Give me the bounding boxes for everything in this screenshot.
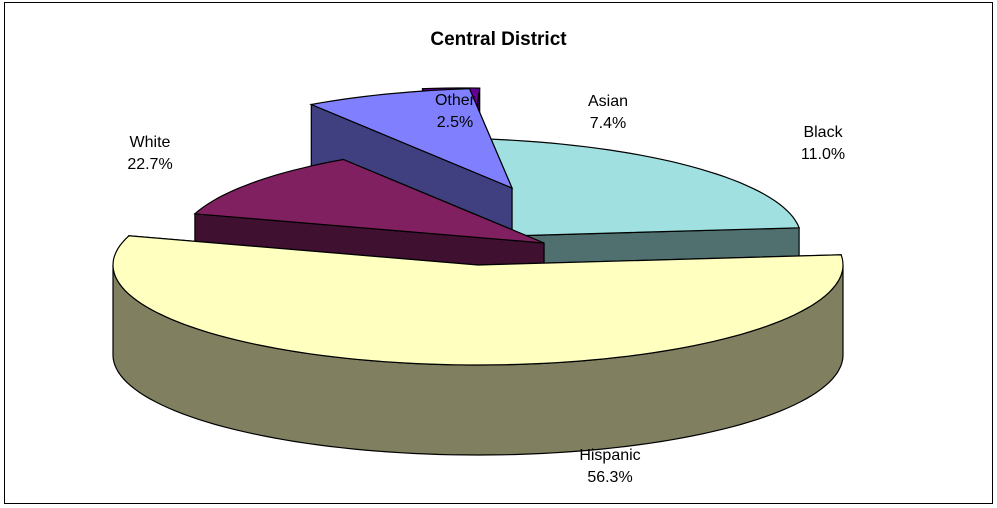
slice-label-hispanic: Hispanic: [579, 447, 640, 464]
slice-hispanic: [112, 235, 844, 456]
slice-value-white: 22.7%: [127, 156, 172, 173]
slice-label-white: White: [130, 134, 171, 151]
chart-title: Central District: [430, 29, 567, 50]
slice-value-other: 2.5%: [437, 114, 473, 131]
slice-top-black: [193, 158, 545, 244]
slice-label-other: Other: [435, 92, 476, 109]
pie-labels: Hispanic 56.3% White 22.7% Other 2.5% Asian 7.4…: [127, 92, 845, 486]
slice-value-asian: 7.4%: [590, 115, 626, 132]
slice-top-asian: [309, 88, 514, 190]
slice-top-white: [435, 137, 800, 239]
slice-top-hispanic: [112, 235, 844, 366]
pie-tops: [112, 235, 844, 456]
slice-value-black: 11.0%: [801, 146, 845, 163]
slice-label-black: Black: [803, 124, 843, 141]
slice-label-asian: Asian: [588, 93, 628, 110]
slice-value-hispanic: 56.3%: [587, 469, 632, 486]
